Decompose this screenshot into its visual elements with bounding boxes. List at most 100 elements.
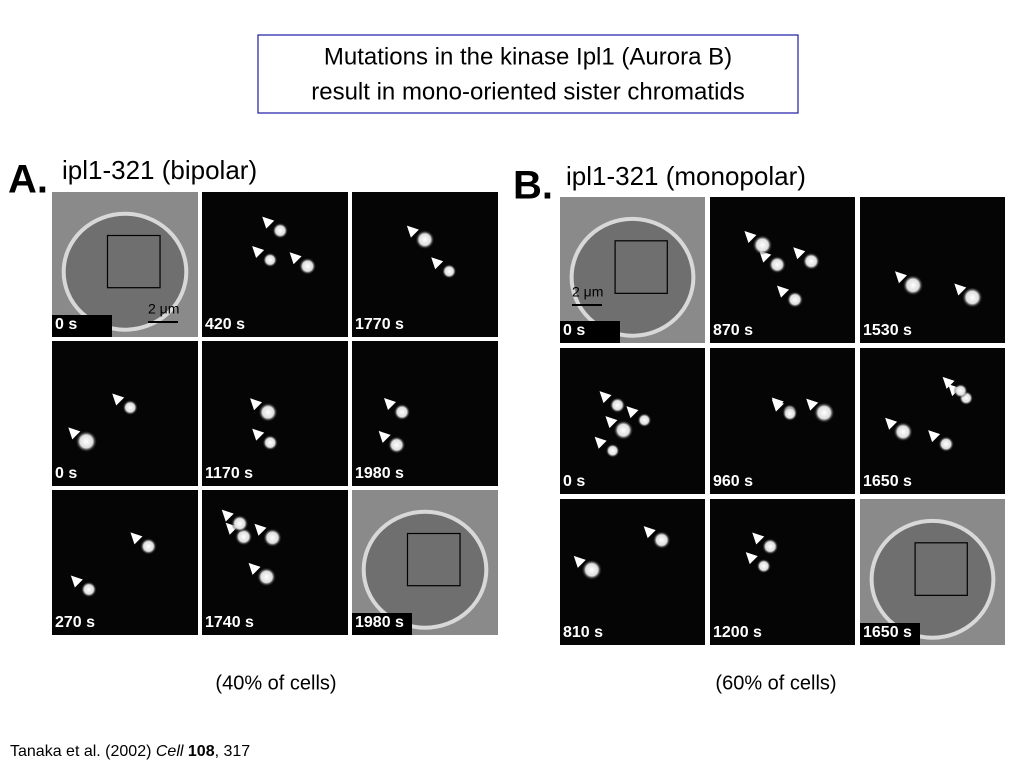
spot (256, 567, 277, 587)
spot (768, 255, 787, 274)
spot (415, 229, 435, 250)
spot (75, 430, 98, 453)
scale-bar-label: 2 μm (572, 284, 603, 300)
arrowhead (885, 417, 898, 430)
arrowhead (289, 252, 302, 265)
spot (762, 538, 779, 555)
spot (782, 406, 798, 422)
cell (361, 509, 489, 630)
spot (387, 436, 406, 454)
panel-heading: ipl1-321 (bipolar) (62, 155, 257, 185)
frame-time: 420 s (205, 316, 245, 333)
arrowhead (599, 391, 612, 404)
spot (263, 528, 282, 548)
frame-time: 0 s (55, 465, 77, 482)
arrowhead (928, 430, 941, 443)
time-bg (560, 321, 620, 343)
spot (953, 383, 968, 398)
spot (231, 514, 249, 533)
arrowhead (70, 575, 83, 588)
title-line: result in mono-oriented sister chromatid… (311, 78, 745, 105)
frame-time: 870 s (713, 322, 753, 339)
arrowhead (745, 552, 758, 565)
frame-time: 270 s (55, 614, 95, 631)
citation-volume: 108 (188, 743, 215, 760)
spot (140, 537, 157, 555)
frame-time: 810 s (563, 624, 603, 641)
citation-pages: , 317 (215, 743, 251, 760)
frame-time: 1530 s (863, 322, 912, 339)
spot (756, 558, 772, 574)
spot (298, 257, 317, 275)
arrowhead (771, 399, 784, 412)
caption: (60% of cells) (715, 672, 836, 694)
arrowhead (954, 283, 967, 296)
arrowhead (262, 216, 275, 229)
frame-time: 0 s (55, 316, 77, 333)
cell (869, 518, 996, 640)
region-box (406, 532, 461, 587)
arrowhead (406, 225, 419, 238)
title-box (257, 34, 799, 114)
spot (637, 413, 652, 428)
frame-time: 1170 s (205, 465, 253, 482)
spot (813, 402, 835, 424)
arrowhead (752, 532, 765, 545)
arrowhead (626, 406, 639, 419)
arrowhead (378, 430, 391, 443)
arrowhead (643, 526, 656, 539)
frame-time: 0 s (563, 322, 585, 339)
micrograph (860, 348, 1005, 494)
arrowhead (252, 428, 265, 441)
spot (234, 527, 253, 546)
region-box (614, 240, 668, 294)
frame-time: 1650 s (863, 624, 912, 641)
spot (652, 531, 671, 550)
spot (441, 264, 457, 279)
arrowhead (112, 393, 125, 406)
spot (893, 421, 913, 442)
arrowhead (594, 436, 607, 449)
arrowhead (776, 285, 789, 298)
arrowhead (130, 532, 143, 545)
arrowhead (248, 562, 261, 575)
time-bg (52, 315, 112, 337)
arrowhead (221, 509, 234, 522)
micrograph (352, 341, 498, 486)
frame-time: 1740 s (205, 614, 254, 631)
region-box (106, 234, 161, 289)
spot (262, 434, 278, 451)
arrowhead (793, 247, 806, 260)
spot (272, 222, 289, 239)
spot (581, 559, 603, 581)
time-bg (352, 613, 412, 635)
spot (80, 581, 97, 598)
arrowhead (252, 245, 265, 258)
spot (393, 403, 411, 421)
panel-heading: ipl1-321 (monopolar) (566, 161, 806, 191)
micrograph (560, 348, 705, 494)
time-bg (860, 623, 920, 645)
title-line: Mutations in the kinase Ipl1 (Aurora B) (324, 43, 732, 70)
arrowhead (250, 398, 263, 411)
arrowhead (68, 427, 81, 440)
spot (262, 252, 278, 268)
arrowhead (744, 230, 757, 243)
micrograph (710, 348, 855, 494)
frame-time: 1770 s (355, 316, 404, 333)
arrowhead (894, 271, 907, 284)
spot (122, 399, 138, 416)
spot (786, 291, 804, 308)
cell (61, 211, 189, 332)
frame-time: 1980 s (355, 614, 404, 631)
spot (902, 274, 924, 296)
micrograph (52, 490, 198, 635)
spot (802, 252, 821, 271)
arrowhead (605, 416, 618, 429)
spot (605, 443, 620, 458)
frame-time: 1200 s (713, 624, 762, 641)
spot (613, 420, 634, 441)
micrograph (352, 192, 498, 337)
